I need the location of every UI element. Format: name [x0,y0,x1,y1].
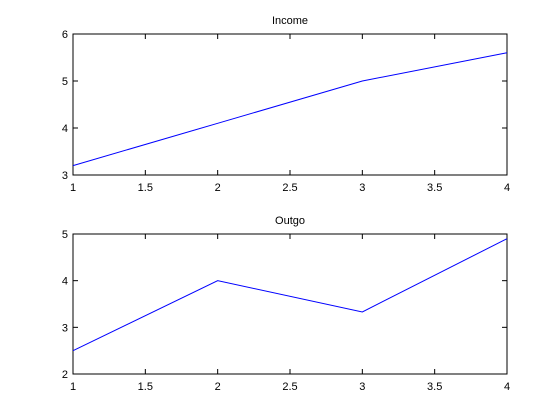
income-ytick-label: 5 [62,76,68,88]
outgo-series-line [72,238,508,352]
income-ytick-label: 3 [62,170,68,182]
income-axes-box [72,33,508,176]
outgo-subplot: Outgo 1 1.5 2 2.5 3 3.5 4 2 3 4 5 [62,215,510,393]
income-xtick-label: 1.5 [138,182,153,194]
outgo-ytick-label: 4 [62,276,68,288]
income-ytick-label: 4 [62,123,68,135]
income-subplot: Income 1 1.5 2 2.5 3 3.5 4 3 4 5 6 [62,15,510,194]
outgo-xtick-label: 1 [70,381,76,393]
outgo-ytick-label: 2 [62,369,68,381]
outgo-xtick-label: 4 [504,381,510,393]
income-ytick-label: 6 [62,29,68,41]
income-xtick-label: 3 [359,182,365,194]
outgo-xtick-label: 1.5 [138,381,153,393]
outgo-xtick-label: 3 [359,381,365,393]
outgo-xtick-label: 3.5 [427,381,442,393]
outgo-xtick-label: 2 [215,381,221,393]
outgo-title: Outgo [275,215,305,227]
outgo-xtick-label: 2.5 [282,381,297,393]
income-xtick-label: 3.5 [427,182,442,194]
outgo-ytick-label: 5 [62,229,68,241]
income-xtick-label: 2 [215,182,221,194]
income-title: Income [272,15,308,27]
income-xtick-label: 2.5 [282,182,297,194]
income-series-line [72,52,508,167]
income-xtick-label: 4 [504,182,510,194]
outgo-axes-box [72,233,508,375]
income-xtick-label: 1 [70,182,76,194]
outgo-ytick-label: 3 [62,322,68,334]
